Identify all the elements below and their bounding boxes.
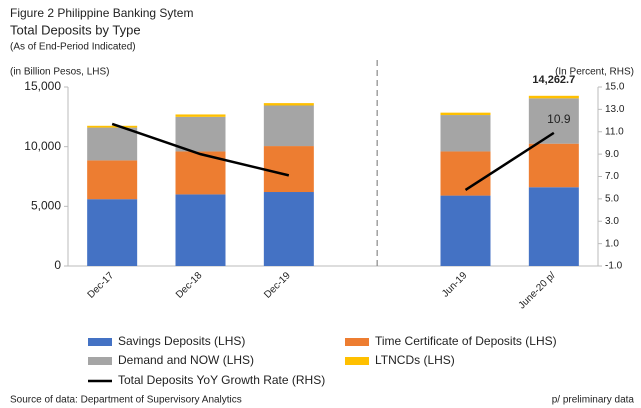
y2-tick-label: 1.0 — [605, 238, 619, 249]
source: Source of data: Department of Supervisor… — [10, 395, 242, 406]
y-tick-label: 10,000 — [24, 139, 61, 153]
bar-segment — [87, 199, 138, 266]
bar-segment — [263, 192, 314, 266]
bar-segment — [440, 115, 491, 152]
y2-tick-label: 13.0 — [605, 104, 625, 115]
bar-segment — [175, 116, 226, 152]
legend-swatch — [88, 338, 112, 346]
bar-segment — [263, 146, 314, 193]
bar-segment — [263, 105, 314, 147]
x-tick-label: Dec-18 — [174, 270, 205, 301]
y2-tick-label: 11.0 — [605, 126, 624, 137]
chart-subtitle: Total Deposits by Type — [10, 22, 141, 37]
bar-segment — [528, 98, 579, 144]
x-tick-label: Jun-19 — [440, 270, 470, 300]
legend-swatch — [345, 338, 369, 346]
chart-note: (As of End-Period Indicated) — [10, 42, 136, 53]
legend-swatch — [88, 357, 112, 365]
x-tick-label: June-20 p/ — [517, 270, 558, 311]
y-tick-label: 15,000 — [24, 79, 61, 93]
y-tick-label: 5,000 — [31, 199, 61, 213]
legend-swatch — [345, 357, 369, 365]
bar-segment — [528, 143, 579, 188]
bar-segment — [87, 125, 138, 128]
data-label: 10.9 — [547, 112, 571, 126]
x-tick-label: Dec-19 — [262, 270, 293, 301]
y2-tick-label: 5.0 — [605, 194, 619, 205]
legend-label: Savings Deposits (LHS) — [118, 334, 245, 348]
y2-tick-label: 15.0 — [605, 82, 625, 93]
y2-tick-label: 9.0 — [605, 149, 619, 160]
legend-label: Total Deposits YoY Growth Rate (RHS) — [118, 373, 325, 387]
legend-label: Time Certificate of Deposits (LHS) — [375, 334, 557, 348]
bar-segment — [440, 112, 491, 116]
y-tick-label: 0 — [54, 258, 61, 272]
bar-segment — [440, 195, 491, 266]
total-label: 14,262.7 — [532, 74, 575, 86]
footnote: p/ preliminary data — [552, 395, 635, 406]
legend-label: Demand and NOW (LHS) — [118, 353, 254, 367]
bar-segment — [440, 151, 491, 196]
legend-label: LTNCDs (LHS) — [375, 353, 455, 367]
y2-tick-label: 3.0 — [605, 216, 619, 227]
bar-segment — [87, 127, 138, 161]
y2-tick-label: -1.0 — [605, 261, 623, 272]
bar-segment — [175, 114, 226, 117]
growth-line — [111, 122, 555, 191]
x-tick-label: Dec-17 — [86, 270, 117, 301]
bar-segment — [175, 194, 226, 266]
bar-segment — [528, 187, 579, 266]
y2-tick-label: 7.0 — [605, 171, 619, 182]
bar-segment — [87, 160, 138, 200]
y2-axis-label: (In Percent, RHS) — [555, 67, 634, 78]
y-axis-label: (in Billion Pesos, LHS) — [10, 67, 109, 78]
chart-title: Figure 2 Philippine Banking Sytem — [10, 6, 193, 20]
bar-segment — [528, 95, 579, 99]
bar-segment — [263, 103, 314, 106]
